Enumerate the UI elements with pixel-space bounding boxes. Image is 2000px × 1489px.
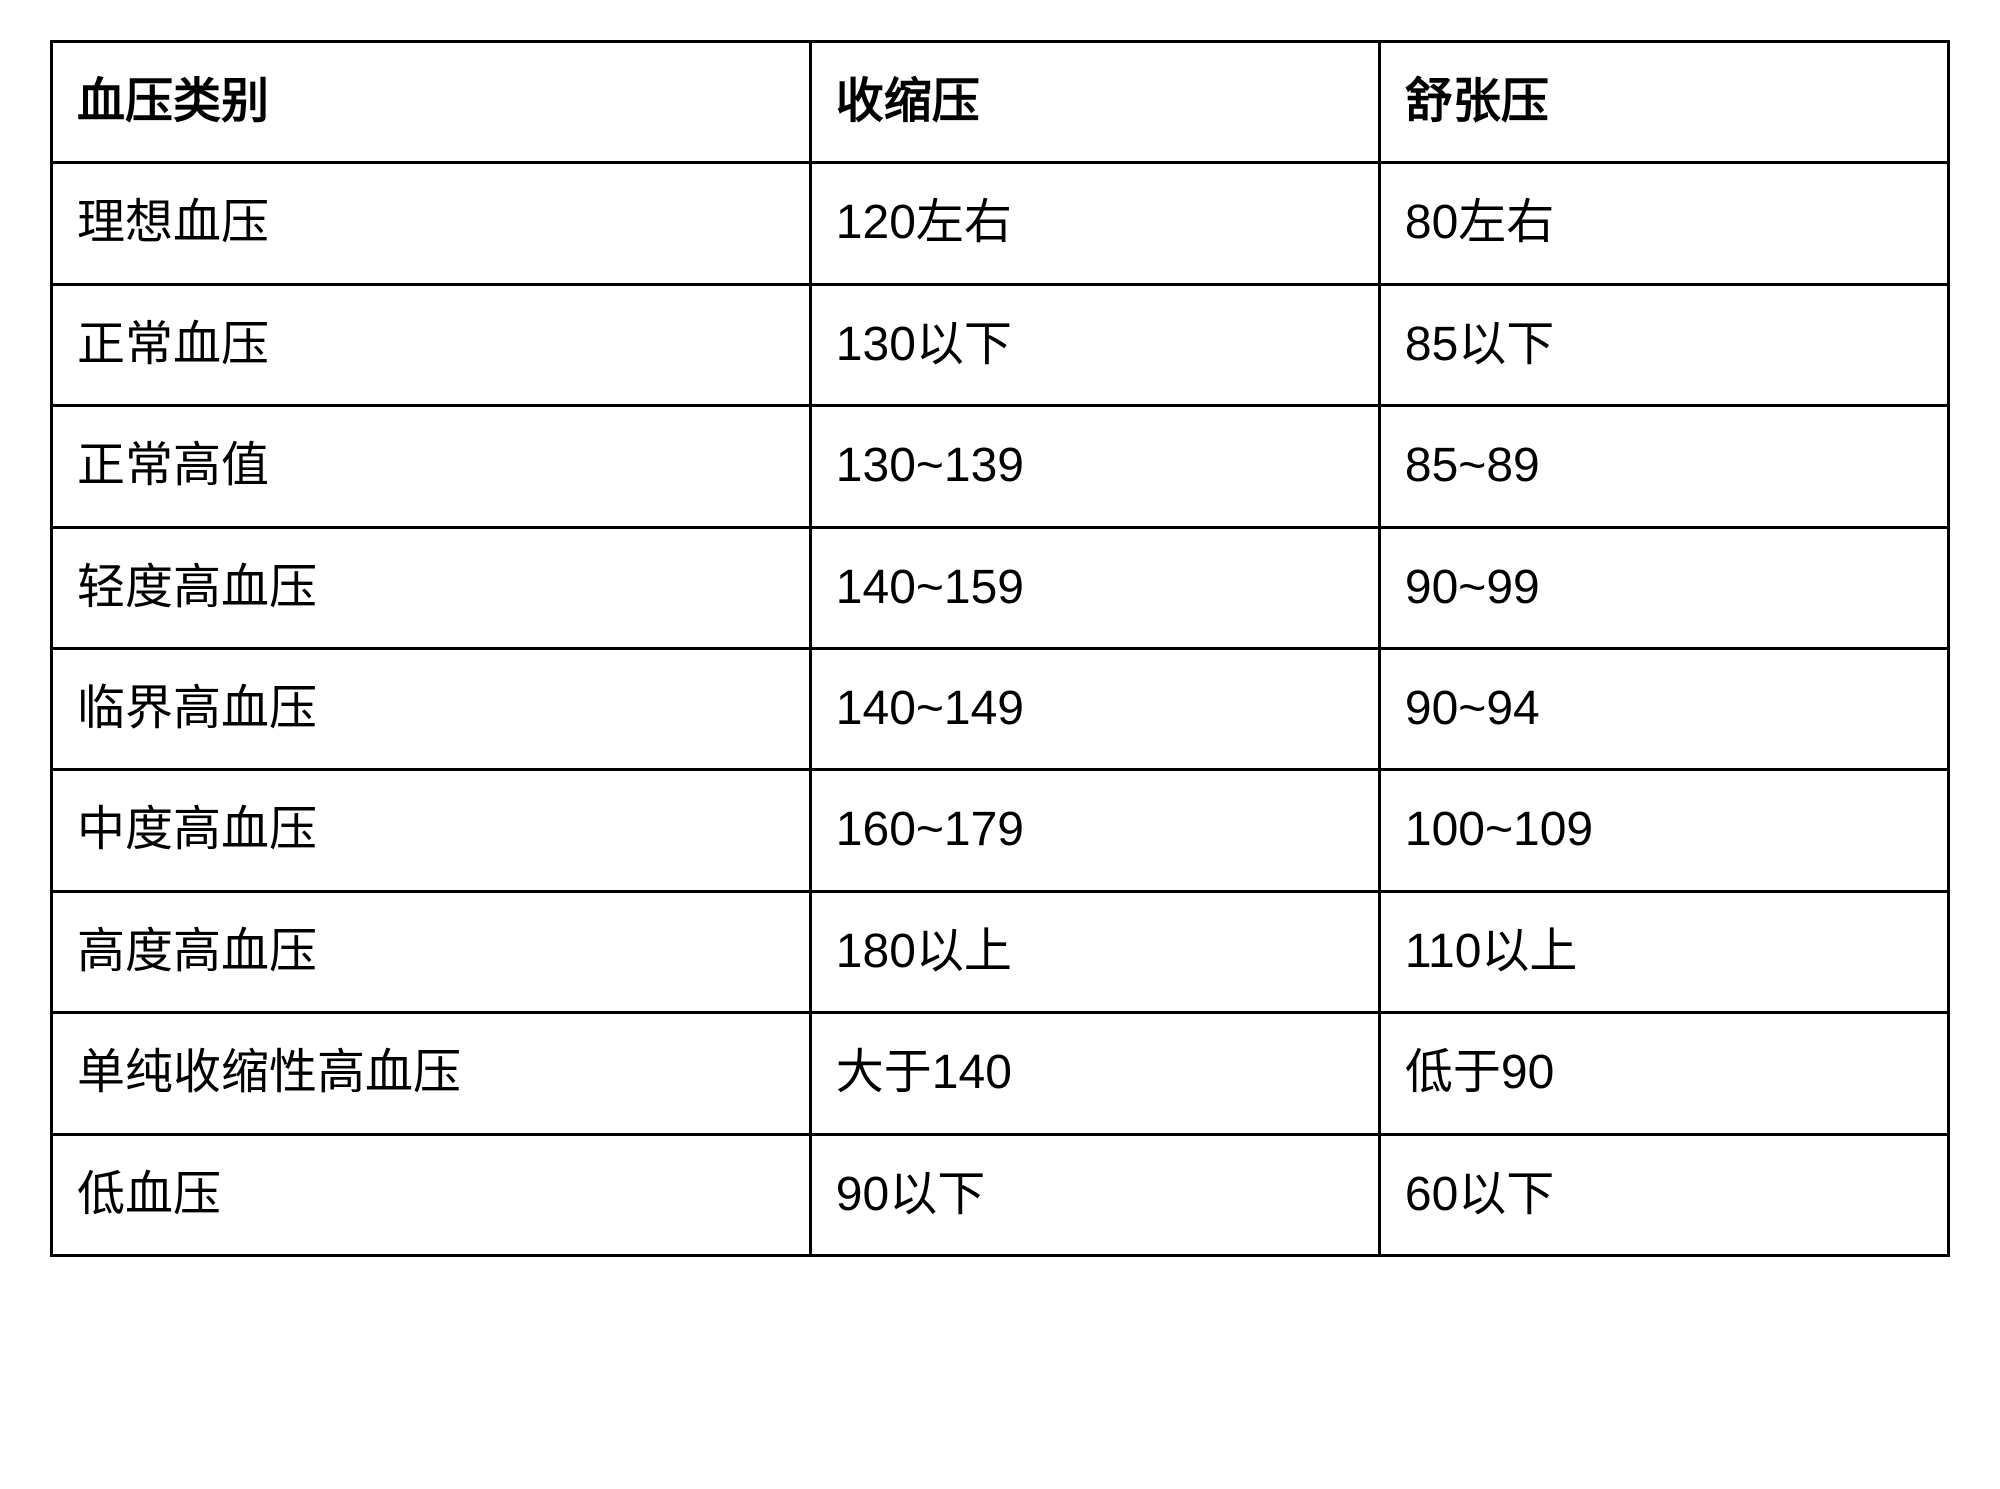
- cell-diastolic: 90~94: [1379, 648, 1948, 769]
- blood-pressure-table: 血压类别 收缩压 舒张压 理想血压 120左右 80左右 正常血压 130以下 …: [50, 40, 1950, 1257]
- col-header-systolic: 收缩压: [810, 42, 1379, 163]
- cell-diastolic: 低于90: [1379, 1013, 1948, 1134]
- cell-category: 低血压: [52, 1134, 811, 1255]
- table-row: 轻度高血压 140~159 90~99: [52, 527, 1949, 648]
- table-row: 中度高血压 160~179 100~109: [52, 770, 1949, 891]
- cell-diastolic: 60以下: [1379, 1134, 1948, 1255]
- cell-category: 理想血压: [52, 163, 811, 284]
- cell-systolic: 大于140: [810, 1013, 1379, 1134]
- cell-category: 临界高血压: [52, 648, 811, 769]
- cell-category: 轻度高血压: [52, 527, 811, 648]
- table-header-row: 血压类别 收缩压 舒张压: [52, 42, 1949, 163]
- cell-diastolic: 90~99: [1379, 527, 1948, 648]
- table-row: 理想血压 120左右 80左右: [52, 163, 1949, 284]
- cell-systolic: 140~149: [810, 648, 1379, 769]
- cell-diastolic: 100~109: [1379, 770, 1948, 891]
- table-row: 低血压 90以下 60以下: [52, 1134, 1949, 1255]
- cell-systolic: 140~159: [810, 527, 1379, 648]
- table-row: 高度高血压 180以上 110以上: [52, 891, 1949, 1012]
- cell-systolic: 130以下: [810, 284, 1379, 405]
- table-row: 正常血压 130以下 85以下: [52, 284, 1949, 405]
- col-header-category: 血压类别: [52, 42, 811, 163]
- cell-diastolic: 85~89: [1379, 406, 1948, 527]
- cell-diastolic: 80左右: [1379, 163, 1948, 284]
- col-header-diastolic: 舒张压: [1379, 42, 1948, 163]
- cell-category: 正常血压: [52, 284, 811, 405]
- cell-category: 正常高值: [52, 406, 811, 527]
- cell-category: 单纯收缩性高血压: [52, 1013, 811, 1134]
- table-row: 单纯收缩性高血压 大于140 低于90: [52, 1013, 1949, 1134]
- cell-category: 高度高血压: [52, 891, 811, 1012]
- cell-category: 中度高血压: [52, 770, 811, 891]
- table-row: 正常高值 130~139 85~89: [52, 406, 1949, 527]
- cell-systolic: 180以上: [810, 891, 1379, 1012]
- cell-diastolic: 85以下: [1379, 284, 1948, 405]
- cell-systolic: 130~139: [810, 406, 1379, 527]
- cell-diastolic: 110以上: [1379, 891, 1948, 1012]
- cell-systolic: 120左右: [810, 163, 1379, 284]
- table-row: 临界高血压 140~149 90~94: [52, 648, 1949, 769]
- cell-systolic: 160~179: [810, 770, 1379, 891]
- cell-systolic: 90以下: [810, 1134, 1379, 1255]
